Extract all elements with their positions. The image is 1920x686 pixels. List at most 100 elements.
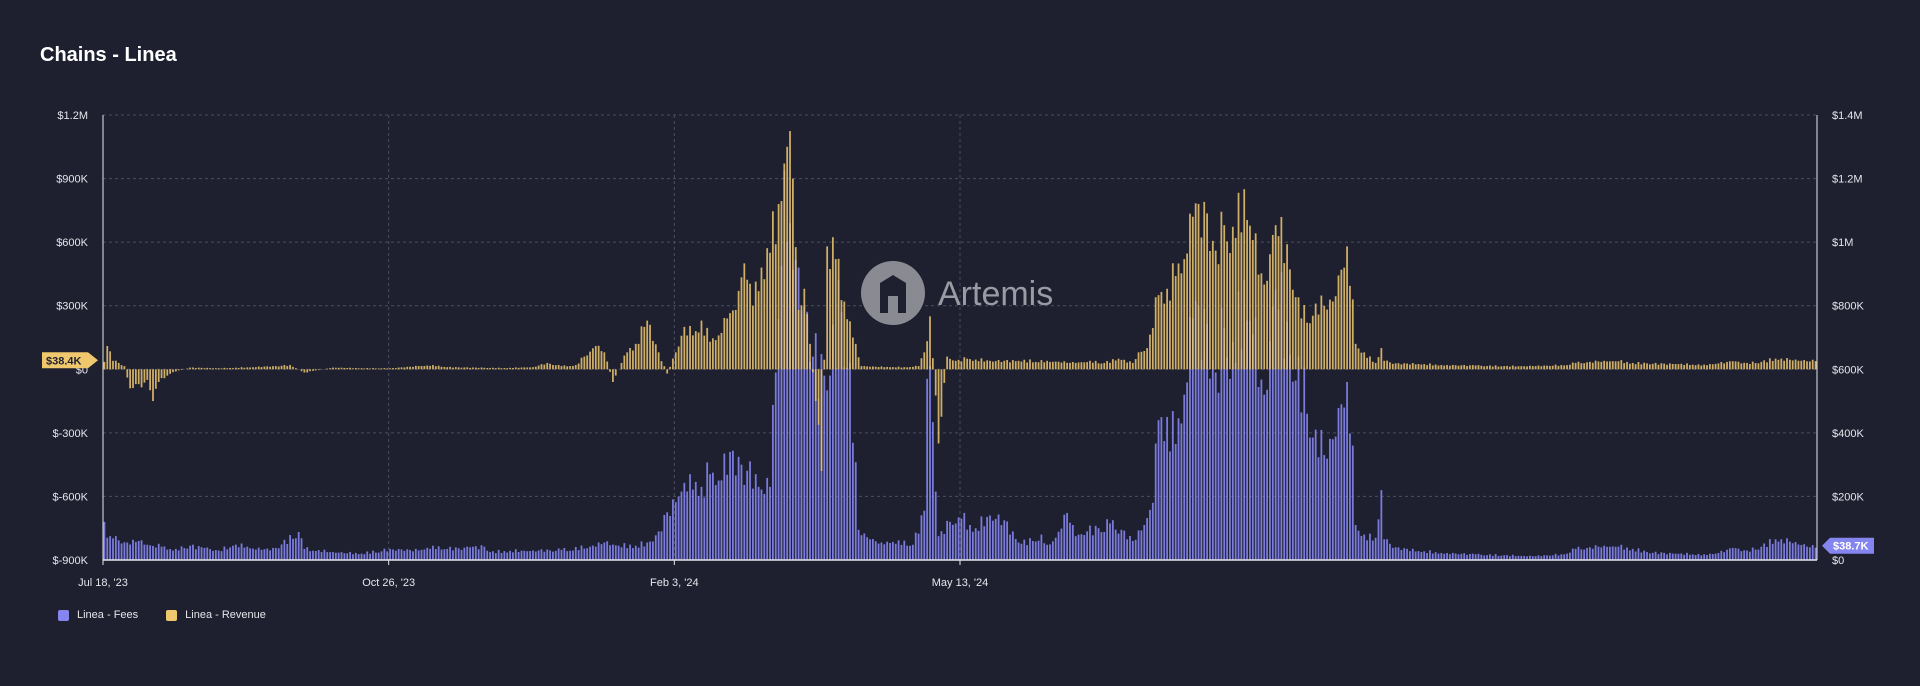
revenue-bar [1340, 269, 1343, 370]
fees-bar [1569, 552, 1571, 560]
revenue-bar [243, 367, 246, 370]
fees-bar [909, 545, 911, 560]
revenue-bar [951, 360, 954, 370]
grid [103, 114, 1817, 560]
fees-bar [103, 521, 106, 560]
fees-bar [700, 486, 703, 560]
fees-bar [500, 552, 503, 560]
fees-bar [1071, 524, 1074, 560]
fees-bar [814, 333, 817, 560]
revenue-bar [806, 313, 809, 370]
revenue-bar [737, 290, 740, 370]
fees-bar [1243, 280, 1246, 560]
fees-bar [1594, 545, 1597, 560]
revenue-bar [1414, 364, 1417, 370]
revenue-bar [1063, 361, 1066, 370]
revenue-bar [389, 368, 391, 370]
revenue-bar [1149, 334, 1151, 370]
y-right-tick: $400K [1832, 428, 1864, 440]
fees-bar [880, 542, 883, 560]
fees-bar [692, 489, 694, 560]
revenue-bar [597, 345, 600, 370]
revenue-bar [1780, 358, 1783, 370]
fees-bar [386, 551, 389, 560]
revenue-bar [1586, 362, 1588, 370]
revenue-bar [1277, 236, 1280, 370]
fees-bar [232, 545, 234, 560]
revenue-bar [983, 361, 986, 370]
fees-bar [674, 502, 677, 560]
revenue-bar [1011, 360, 1014, 370]
fees-bar [1009, 534, 1011, 560]
revenue-bar [1569, 364, 1571, 370]
revenue-bar [1577, 361, 1580, 370]
revenue-bar [1097, 363, 1100, 370]
revenue-bar [106, 345, 109, 370]
revenue-bar [1131, 362, 1134, 370]
fees-bar [1354, 525, 1357, 560]
fees-bar [1494, 554, 1497, 560]
revenue-bar [134, 369, 137, 385]
fees-bar [1409, 551, 1411, 560]
revenue-bar [1397, 363, 1400, 370]
legend-item-revenue[interactable]: Linea - Revenue [166, 609, 266, 621]
revenue-bar [460, 367, 463, 370]
revenue-bar [1186, 253, 1188, 370]
revenue-bar [672, 358, 674, 370]
revenue-bar [1074, 362, 1077, 370]
x-tick-label: May 13, '24 [932, 577, 989, 589]
revenue-bar [623, 355, 626, 370]
fees-bar [1723, 552, 1726, 560]
revenue-bar [1234, 237, 1237, 370]
revenue-bar [314, 369, 317, 371]
revenue-bar [689, 325, 691, 370]
fees-bar [1800, 544, 1803, 560]
revenue-bar [714, 340, 717, 370]
fees-bar [457, 548, 460, 560]
revenue-bar [1069, 362, 1071, 370]
fees-bar [1203, 308, 1206, 560]
revenue-bar [812, 369, 814, 373]
fees-bar [274, 547, 277, 560]
revenue-bar [537, 365, 540, 370]
fees-bar [1054, 537, 1057, 560]
revenue-bar [1257, 274, 1260, 370]
revenue-bar [1620, 360, 1623, 370]
fees-bar [269, 550, 271, 560]
revenue-bar [1466, 366, 1468, 370]
revenue-bar [489, 367, 491, 370]
fees-bar [1529, 555, 1531, 560]
fees-bar [1200, 359, 1203, 560]
revenue-bar [1794, 359, 1797, 370]
revenue-bar [274, 366, 277, 370]
fees-bar [1171, 411, 1174, 560]
revenue-bar [560, 366, 563, 370]
fees-bar [1000, 525, 1003, 560]
revenue-bar [823, 359, 826, 370]
fees-bar [546, 549, 549, 560]
fees-bar [1451, 552, 1454, 560]
revenue-bar [1683, 365, 1686, 370]
revenue-bar [1660, 363, 1663, 370]
fees-bar [114, 536, 117, 560]
revenue-bar [132, 369, 134, 389]
revenue-bar [540, 364, 543, 370]
revenue-bar [977, 361, 980, 370]
fees-bar [1586, 547, 1588, 560]
fees-bar [157, 543, 160, 560]
revenue-bar [851, 337, 854, 370]
revenue-bar [380, 368, 383, 370]
revenue-bar [1317, 314, 1320, 370]
legend-item-fees[interactable]: Linea - Fees [58, 609, 138, 621]
revenue-bar [1734, 361, 1737, 370]
revenue-bar [1646, 363, 1648, 370]
revenue-bar [1231, 226, 1234, 370]
fees-bar [1666, 554, 1668, 560]
fees-bar [1526, 556, 1528, 560]
revenue-bar [169, 369, 172, 374]
fees-bar [1614, 546, 1617, 560]
legend: Linea - Fees Linea - Revenue [58, 609, 266, 621]
fees-bar [463, 547, 466, 560]
revenue-bar [1180, 273, 1183, 370]
fees-bar [383, 548, 386, 560]
